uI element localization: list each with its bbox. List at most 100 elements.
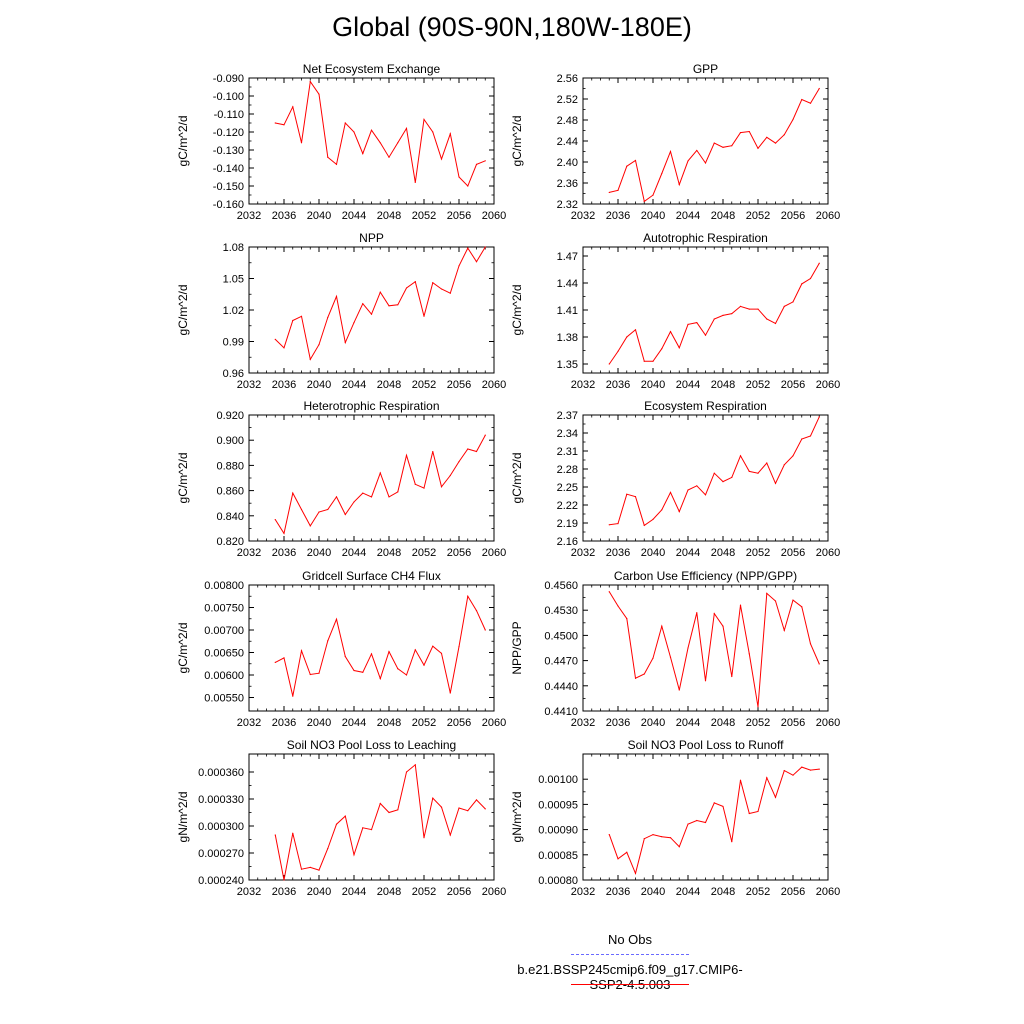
data-point [643,360,645,362]
data-point [661,509,663,511]
data-point [318,869,320,871]
legend-run-label: b.e21.BSSP245cmip6.f09_g17.CMIP6-SSP2-4.… [517,962,743,992]
data-point [475,610,478,612]
x-tick-label: 2032 [571,210,595,222]
data-point [766,592,768,595]
y-tick-label: 0.880 [216,460,244,472]
data-point [748,812,750,815]
y-tick-label: 0.00090 [538,825,578,837]
x-tick-label: 2044 [676,886,700,898]
data-point [292,106,294,108]
data-point [335,295,338,297]
data-point [484,808,486,810]
y-tick-label: 1.47 [557,251,578,263]
data-point [440,806,443,808]
panel-title: Heterotrophic Respiration [303,399,439,413]
data-point [617,858,619,860]
data-point [661,625,663,627]
data-point [388,811,390,814]
data-point [678,183,680,186]
x-tick-label: 2032 [237,210,261,222]
y-tick-label: 0.4470 [544,656,578,668]
y-tick-label: 1.41 [557,305,578,317]
data-point [608,363,610,365]
y-axis-label: gN/m^2/d [510,792,524,843]
data-point [362,492,364,494]
data-point [344,815,346,817]
data-point [344,655,346,658]
data-point [388,651,390,653]
data-point [626,493,628,495]
data-point [617,189,619,191]
x-tick-label: 2060 [482,210,506,222]
data-point [475,261,478,263]
x-tick-label: 2032 [571,547,595,559]
x-tick-label: 2036 [606,379,630,391]
x-tick-label: 2044 [342,379,366,391]
data-point [634,496,637,498]
panel-6: 2032 2036 2040 2044 2048 2052 2056 2060 2.37 2.34… [510,399,840,559]
x-tick-label: 2048 [377,886,401,898]
x-tick-label: 2036 [272,717,296,729]
x-tick-label: 2056 [447,547,471,559]
x-tick-label: 2044 [676,210,700,222]
data-point [370,829,373,831]
x-tick-label: 2060 [816,886,840,898]
data-point [467,448,469,450]
data-point [449,692,451,694]
data-point [458,646,460,648]
data-point [696,149,698,152]
x-tick-label: 2048 [711,547,735,559]
data-point [327,156,329,158]
y-tick-label: 0.920 [216,410,244,422]
series-line [608,262,820,365]
data-point [353,669,355,672]
data-point [766,318,768,320]
data-point [669,656,672,658]
data-point [405,127,408,129]
y-tick-label: 2.37 [557,410,578,422]
y-tick-label: 2.52 [557,94,578,106]
y-tick-label: 0.00085 [538,850,578,862]
panel-9: 2032 2036 2040 2044 2048 2052 2056 2060 0.000360… [176,738,506,898]
y-tick-label: -0.120 [213,127,244,139]
data-point [678,347,680,349]
y-tick-label: 0.00800 [204,580,244,592]
data-point [318,672,320,674]
data-point [748,130,750,133]
data-point [353,131,355,133]
data-point [792,774,794,776]
data-point [704,680,707,682]
x-tick-label: 2044 [676,547,700,559]
y-tick-label: 2.19 [557,518,578,530]
data-point [739,132,742,134]
y-tick-label: 0.00750 [204,603,244,615]
panel-title: Autotrophic Respiration [643,231,768,245]
data-point [379,142,381,144]
series-line [274,763,486,881]
data-point [661,172,663,175]
panel-title: NPP [359,231,384,245]
y-tick-label: 0.860 [216,486,244,498]
series-line [608,591,820,707]
x-tick-label: 2044 [676,379,700,391]
data-point [344,513,346,516]
y-axis-label: NPP/GPP [510,621,524,674]
data-point [344,341,346,344]
legend-run-swatch [571,984,689,985]
data-point [722,146,724,148]
data-point [379,802,381,805]
data-point [818,416,820,418]
data-point [449,834,451,836]
x-tick-label: 2048 [377,717,401,729]
y-tick-label: 0.000330 [198,794,244,806]
data-point [274,122,276,124]
y-tick-label: 0.00080 [538,875,578,887]
panel-title: GPP [693,62,718,76]
data-point [626,336,628,338]
data-point [704,494,707,496]
data-point [739,305,742,307]
y-tick-label: 1.05 [223,274,244,286]
y-tick-label: -0.100 [213,91,244,103]
data-point [766,462,768,464]
